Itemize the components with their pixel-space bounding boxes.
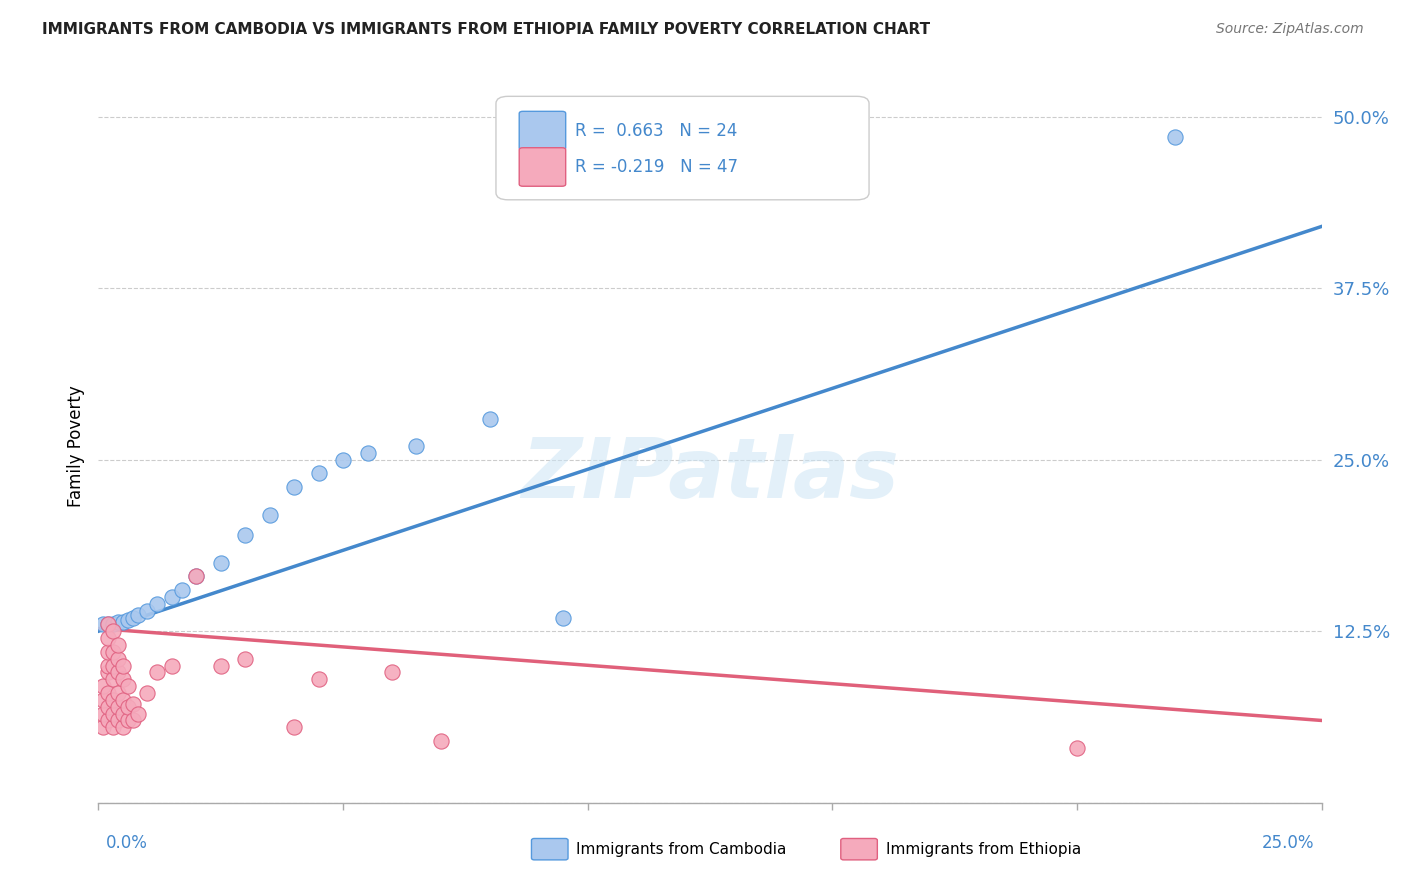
Point <box>381 665 404 680</box>
Point <box>209 658 232 673</box>
Point <box>101 693 124 707</box>
Point <box>97 617 120 632</box>
FancyBboxPatch shape <box>519 112 565 150</box>
Point <box>117 679 139 693</box>
Point <box>233 651 256 665</box>
Point <box>101 624 124 639</box>
Text: ZIPatlas: ZIPatlas <box>522 434 898 515</box>
Point <box>146 597 169 611</box>
Point <box>1164 130 1187 145</box>
Point <box>553 610 575 624</box>
Point <box>101 673 124 687</box>
Point <box>107 615 129 629</box>
Point <box>283 480 305 494</box>
Point <box>111 706 134 721</box>
Point <box>97 665 120 680</box>
Point <box>107 686 129 700</box>
Point <box>91 679 114 693</box>
Point <box>111 693 134 707</box>
Point <box>308 673 330 687</box>
Point <box>107 714 129 728</box>
Text: Immigrants from Cambodia: Immigrants from Cambodia <box>576 842 787 856</box>
FancyBboxPatch shape <box>496 96 869 200</box>
Point <box>356 446 378 460</box>
Text: Immigrants from Ethiopia: Immigrants from Ethiopia <box>886 842 1081 856</box>
Point <box>91 720 114 734</box>
Point <box>186 569 208 583</box>
Point <box>91 617 114 632</box>
Point <box>101 706 124 721</box>
Text: Source: ZipAtlas.com: Source: ZipAtlas.com <box>1216 22 1364 37</box>
Point <box>209 556 232 570</box>
Point <box>160 590 183 604</box>
Y-axis label: Family Poverty: Family Poverty <box>66 385 84 507</box>
Point <box>107 699 129 714</box>
Point <box>259 508 281 522</box>
Text: 0.0%: 0.0% <box>105 834 148 852</box>
Point <box>97 631 120 645</box>
Text: 25.0%: 25.0% <box>1263 834 1315 852</box>
Point <box>91 706 114 721</box>
Point <box>233 528 256 542</box>
Point <box>170 583 193 598</box>
Point <box>117 699 139 714</box>
Point <box>332 452 354 467</box>
Point <box>308 467 330 481</box>
Point <box>478 411 501 425</box>
Point <box>186 569 208 583</box>
Point <box>111 615 134 629</box>
Point <box>127 706 149 721</box>
Point <box>121 610 143 624</box>
Point <box>136 686 159 700</box>
Point <box>107 638 129 652</box>
Point <box>101 617 124 632</box>
Point <box>97 714 120 728</box>
Point <box>91 693 114 707</box>
Text: R = -0.219   N = 47: R = -0.219 N = 47 <box>575 158 738 176</box>
Point <box>97 658 120 673</box>
Point <box>101 720 124 734</box>
Point <box>405 439 427 453</box>
Point <box>97 617 120 632</box>
Point <box>97 645 120 659</box>
Point <box>97 699 120 714</box>
Point <box>430 734 453 748</box>
Point <box>111 720 134 734</box>
FancyBboxPatch shape <box>519 148 565 186</box>
Point <box>117 613 139 627</box>
Point <box>136 604 159 618</box>
Point <box>160 658 183 673</box>
Point <box>111 673 134 687</box>
Point <box>127 607 149 622</box>
Point <box>101 658 124 673</box>
Point <box>121 697 143 711</box>
Point <box>107 665 129 680</box>
Point <box>117 714 139 728</box>
Point <box>97 686 120 700</box>
Text: IMMIGRANTS FROM CAMBODIA VS IMMIGRANTS FROM ETHIOPIA FAMILY POVERTY CORRELATION : IMMIGRANTS FROM CAMBODIA VS IMMIGRANTS F… <box>42 22 931 37</box>
Point <box>101 645 124 659</box>
Point <box>107 651 129 665</box>
Point <box>111 658 134 673</box>
Point <box>283 720 305 734</box>
Point <box>121 714 143 728</box>
Text: R =  0.663   N = 24: R = 0.663 N = 24 <box>575 121 738 139</box>
Point <box>1066 740 1088 755</box>
Point <box>146 665 169 680</box>
